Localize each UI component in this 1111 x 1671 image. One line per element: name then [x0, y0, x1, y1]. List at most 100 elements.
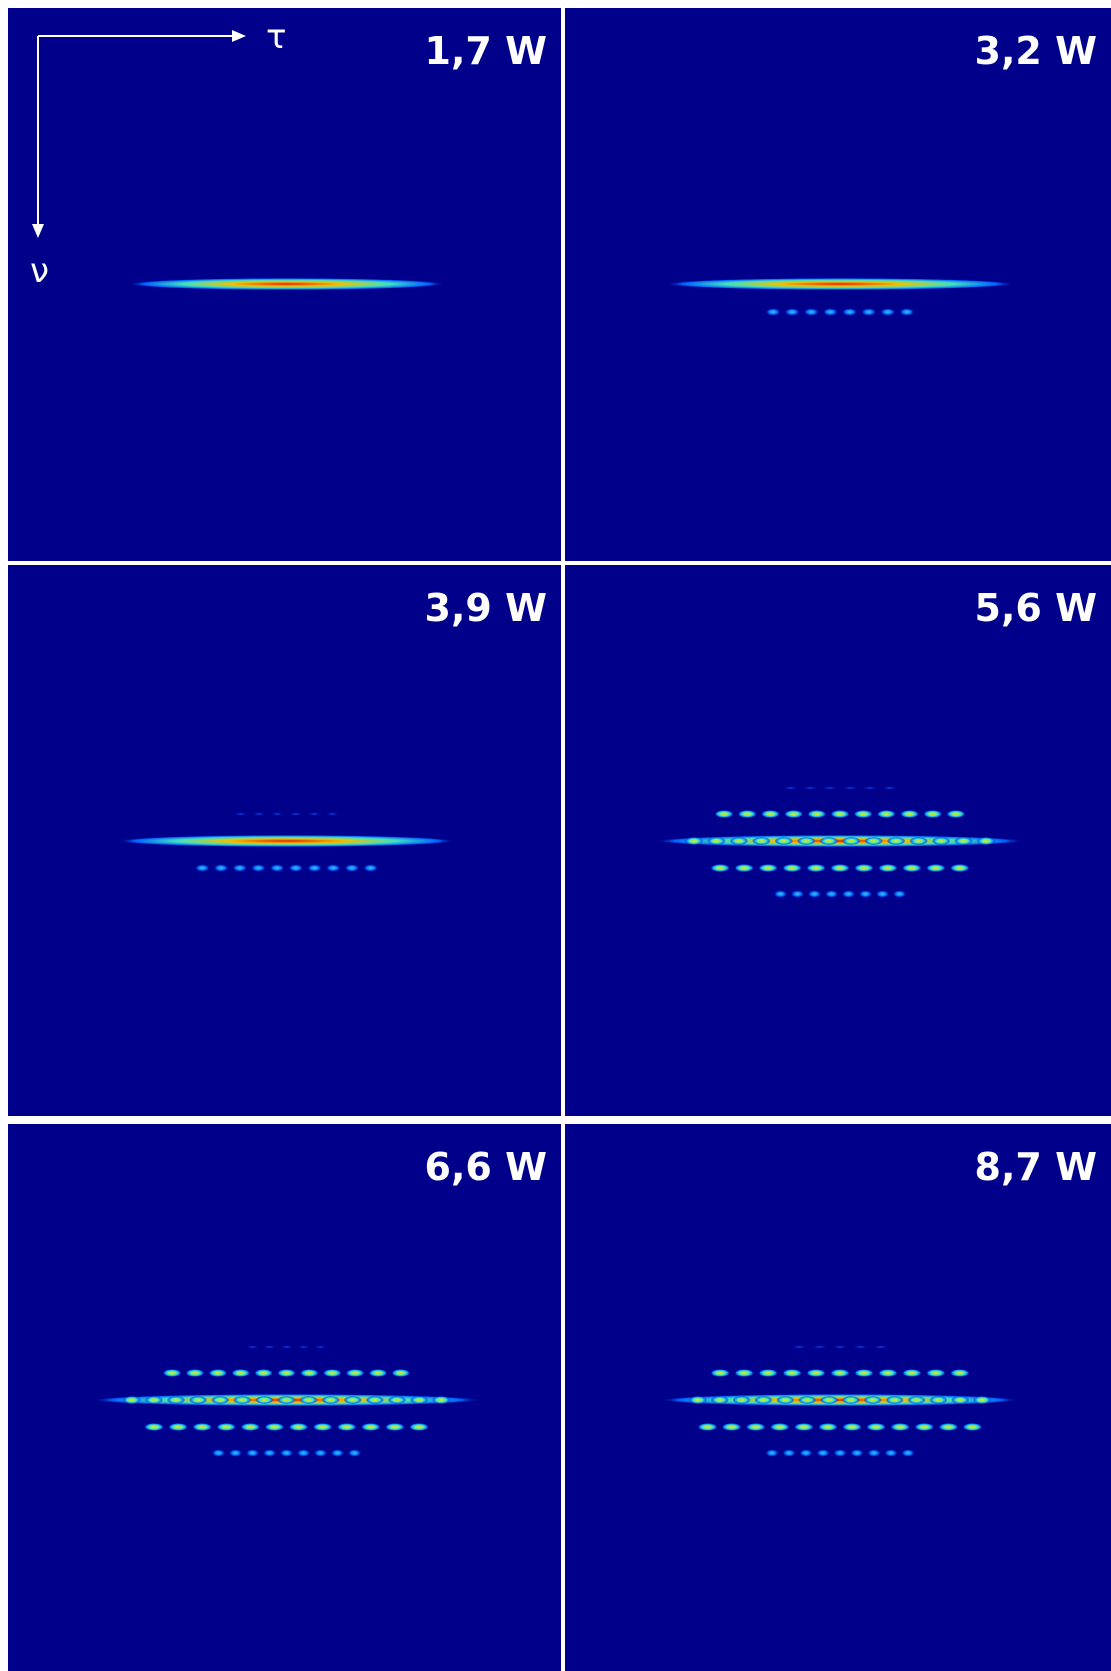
y-axis-label: ν [30, 251, 49, 291]
spectral-dot [821, 786, 839, 790]
spectral-dot [384, 1423, 405, 1431]
spectral-dot [368, 1369, 388, 1377]
spectral-dot [144, 1423, 164, 1431]
panel-label: 1,7 W [425, 29, 547, 73]
spectral-dot [365, 1396, 384, 1404]
spectral-dot [830, 864, 850, 872]
spectral-dot [409, 1423, 429, 1431]
spectral-dot [782, 864, 802, 872]
spectral-dot [277, 1396, 296, 1404]
spectral-dot [951, 1396, 970, 1404]
spectral-dot [833, 1449, 847, 1457]
spectral-dot [881, 786, 898, 790]
spectral-dot [962, 1423, 983, 1431]
spectral-dot [782, 786, 799, 790]
panel: 3,9 W [8, 565, 561, 1116]
spectral-dot [854, 1369, 874, 1377]
spectral-dot [886, 837, 906, 845]
spectral-dot [875, 890, 890, 898]
spectral-dot [841, 786, 859, 790]
spectral-dot [831, 1345, 849, 1349]
spectral-dot [816, 1449, 830, 1457]
spectral-dot [721, 1423, 742, 1431]
spectral-dot [807, 890, 822, 898]
spectral-dot [841, 837, 861, 845]
spectral-dot [321, 1396, 340, 1404]
spectral-dot [162, 1369, 182, 1377]
spectral-dot [710, 864, 731, 872]
panel: 5,6 W [565, 565, 1111, 1116]
spectral-dot [899, 308, 915, 316]
spectral-dot [866, 1423, 887, 1431]
spectral-dot [819, 837, 839, 845]
spectral-dot [213, 864, 229, 872]
spectral-dot [710, 1369, 731, 1377]
spectral-dot [901, 1449, 915, 1457]
spectral-dot [254, 1369, 274, 1377]
spectral-dot [360, 1423, 381, 1431]
spectral-dot [325, 864, 341, 872]
spectral-dot [850, 1449, 864, 1457]
spectral-band [664, 278, 1016, 290]
spectral-dot [890, 1423, 911, 1431]
spectral-dot [884, 1449, 898, 1457]
spectral-dot [818, 1423, 838, 1431]
spectral-dot [714, 810, 734, 818]
spectral-dot [931, 837, 951, 845]
spectral-dot [255, 1396, 274, 1404]
spectral-dot [902, 864, 922, 872]
spectral-dot [240, 1423, 261, 1431]
spectral-dot [854, 864, 874, 872]
spectral-dot [729, 837, 749, 845]
spectral-dot [288, 864, 304, 872]
panel-label: 3,2 W [975, 29, 1097, 73]
spectral-dot [684, 837, 704, 845]
spectral-dot [347, 1449, 362, 1457]
panel-label: 3,9 W [425, 586, 547, 630]
spectral-dot [797, 837, 816, 845]
spectral-dot [322, 1369, 342, 1377]
spectral-dot [758, 864, 778, 872]
spectral-dot [707, 837, 726, 845]
spectral-dot [211, 1449, 226, 1457]
spectral-dot [752, 837, 771, 845]
spectral-dot [697, 1423, 718, 1431]
spectral-dot [784, 308, 801, 316]
spectral-dot [790, 1345, 808, 1349]
spectral-band [126, 278, 447, 290]
spectral-dot [185, 1369, 205, 1377]
spectral-dot [410, 1396, 429, 1404]
spectral-dot [432, 1396, 451, 1404]
spectral-dot [251, 812, 267, 816]
spectral-dot [122, 1396, 141, 1404]
spectral-dot [925, 864, 946, 872]
spectral-dot [973, 1396, 992, 1404]
spectral-band [655, 835, 1025, 847]
spectral-dot [841, 890, 856, 898]
spectral-dot [949, 864, 970, 872]
spectral-dot [362, 864, 379, 872]
spectral-dot [914, 1423, 935, 1431]
spectral-dot [189, 1396, 208, 1404]
panel-label: 8,7 W [975, 1145, 1097, 1189]
spectral-dot [262, 1449, 277, 1457]
spectral-dot [296, 1345, 311, 1349]
spectral-dot [299, 1396, 318, 1404]
spectral-dot [758, 1369, 778, 1377]
spectral-dot [211, 1396, 230, 1404]
spectral-dot [976, 837, 996, 845]
spectral-dot [192, 1423, 213, 1431]
spectral-dot [279, 1345, 294, 1349]
spectral-dot [949, 1369, 970, 1377]
spectral-dot [841, 308, 858, 316]
spectral-dot [861, 786, 878, 790]
spectral-dot [802, 786, 819, 790]
spectral-dot [313, 1345, 328, 1349]
spectral-dot [852, 1345, 869, 1349]
spectral-dot [867, 1449, 881, 1457]
spectral-dot [313, 1449, 328, 1457]
spectral-dot [876, 810, 896, 818]
spectral-dot [938, 1423, 959, 1431]
spectral-dot [166, 1396, 186, 1404]
